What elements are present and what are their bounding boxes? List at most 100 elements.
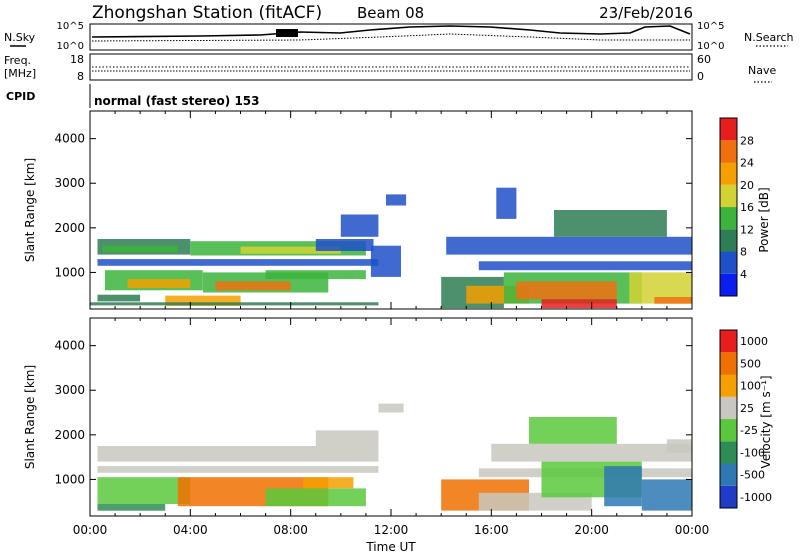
date-label: 23/Feb/2016 <box>599 4 693 22</box>
velocity-colorbar-tick-label: -1000 <box>740 491 772 504</box>
power-colorbar-segment <box>720 273 737 297</box>
power-y-tick-label: 3000 <box>54 176 85 190</box>
velocity-colorbar-label: Velocity [m s⁻¹] <box>759 375 773 468</box>
power-y-tick-label: 4000 <box>54 132 85 146</box>
velocity-cell <box>97 477 191 504</box>
velocity-colorbar-segment <box>720 396 737 420</box>
velocity-cells <box>97 403 692 511</box>
noise-tick-right-top: 10^5 <box>697 21 724 32</box>
velocity-colorbar-tick-label: 1000 <box>740 335 768 348</box>
velocity-cell <box>303 477 354 489</box>
noise-tick-right-bottom: 10^0 <box>697 41 724 52</box>
nsky-trace <box>91 25 691 38</box>
velocity-cell <box>265 488 366 507</box>
cpid-label: CPID <box>6 90 35 103</box>
velocity-cell <box>666 439 692 453</box>
freq-panel: Freq. [MHz] 18 8 60 0 Nave <box>4 53 776 83</box>
power-colorbar-tick-label: 12 <box>740 223 754 236</box>
velocity-colorbar-segment <box>720 463 737 486</box>
velocity-colorbar-segment <box>720 441 737 464</box>
power-cell <box>340 214 379 237</box>
velocity-cell <box>97 466 379 473</box>
station-title: Zhongshan Station (fitACF) <box>92 3 322 23</box>
velocity-colorbar-tick-label: -500 <box>740 469 765 482</box>
power-colorbar-segment <box>720 207 737 230</box>
cpid-value: normal (fast stereo) 153 <box>94 94 260 108</box>
power-colorbar-tick-label: 8 <box>740 246 747 259</box>
freq-label-line2: [MHz] <box>4 67 36 80</box>
power-colorbar-tick-label: 28 <box>740 134 754 147</box>
velocity-cell <box>604 466 642 507</box>
time-tick-label: 00:00 <box>675 523 710 537</box>
velocity-cell <box>97 504 166 511</box>
velocity-colorbar-tick-label: -100 <box>740 446 765 459</box>
power-cell <box>97 259 379 266</box>
power-panel: 1000 2000 3000 4000 Slant Range [km] 4 8 12 16… <box>23 110 771 310</box>
power-cells <box>90 187 692 309</box>
velocity-y-tick-label: 1000 <box>54 472 85 486</box>
time-tick-label: 08:00 <box>273 523 308 537</box>
power-colorbar-tick-label: 4 <box>740 268 747 281</box>
power-colorbar-tick-label: 16 <box>740 201 754 214</box>
power-colorbar-tick-label: 24 <box>740 157 754 170</box>
power-cell <box>127 279 191 288</box>
freq-tick-bottom: 8 <box>77 70 84 83</box>
velocity-colorbar-tick-label: -25 <box>740 424 758 437</box>
velocity-colorbar-segment <box>720 352 737 375</box>
power-cell <box>97 294 141 302</box>
velocity-colorbar-tick-label: 25 <box>740 402 754 415</box>
velocity-cell <box>315 430 379 446</box>
beam-label: Beam 08 <box>357 4 424 22</box>
velocity-y-tick-label: 3000 <box>54 383 85 397</box>
power-cell <box>215 281 291 291</box>
velocity-x-ticks <box>89 318 693 516</box>
power-cell <box>102 245 178 253</box>
power-cell <box>478 261 692 271</box>
freq-label-line1: Freq. <box>4 54 31 67</box>
power-cell <box>165 295 241 306</box>
power-cell <box>370 245 401 277</box>
power-colorbar-tick-label: 20 <box>740 179 754 192</box>
power-colorbar-segment <box>720 162 737 185</box>
time-tick-label: 04:00 <box>173 523 208 537</box>
nsky-label: N.Sky <box>4 31 36 44</box>
time-axis-labels: 00:00 04:00 08:00 12:00 16:00 20:00 00:00 <box>73 523 710 537</box>
time-tick-label: 12:00 <box>374 523 409 537</box>
power-cell <box>386 194 407 206</box>
nsky-spike <box>276 29 298 37</box>
velocity-colorbar-segment <box>720 330 737 353</box>
power-colorbar: 4 8 12 16 20 24 28 <box>719 117 754 297</box>
velocity-cell <box>378 403 404 413</box>
power-colorbar-segment <box>720 229 737 252</box>
time-tick-label: 16:00 <box>474 523 509 537</box>
freq-tick-top: 18 <box>70 53 84 66</box>
time-tick-label: 00:00 <box>73 523 108 537</box>
velocity-y-axis-label: Slant Range [km] <box>23 365 37 469</box>
power-cell <box>90 302 379 306</box>
power-x-ticks <box>89 111 693 309</box>
power-colorbar-label: Power [dB] <box>757 187 771 252</box>
noise-tick-left-top: 10^5 <box>57 21 84 32</box>
power-y-tick-label: 1000 <box>54 265 85 279</box>
noise-panel: N.Sky 10^5 10^0 10^5 10^0 N.Search <box>4 21 794 52</box>
nsearch-trace <box>91 33 690 42</box>
power-colorbar-frame <box>719 117 738 297</box>
velocity-colorbar-segment <box>720 485 737 509</box>
nave-tick-top: 60 <box>697 53 711 66</box>
power-cell <box>315 239 374 251</box>
velocity-colorbar-segment <box>720 374 737 397</box>
time-tick-label: 20:00 <box>574 523 609 537</box>
power-colorbar-segment <box>720 140 737 163</box>
power-colorbar-segment <box>720 251 737 274</box>
velocity-cell <box>97 446 379 462</box>
nave-label: Nave <box>748 64 776 77</box>
power-y-ticks: 1000 2000 3000 4000 <box>54 132 692 279</box>
velocity-colorbar-tick-label: 100 <box>740 380 761 393</box>
velocity-colorbar-segment <box>720 419 737 442</box>
velocity-cell <box>529 417 617 444</box>
power-cell <box>265 270 366 280</box>
power-y-tick-label: 2000 <box>54 221 85 235</box>
velocity-y-ticks: 1000 2000 3000 4000 <box>54 339 692 486</box>
